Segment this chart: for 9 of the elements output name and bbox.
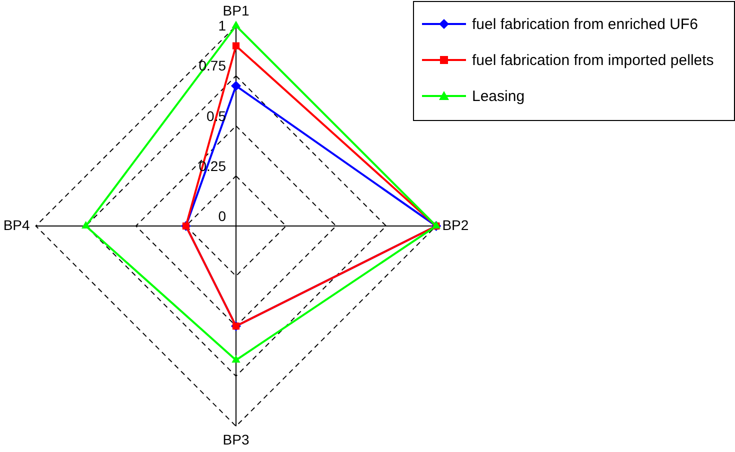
legend-label: fuel fabrication from enriched UF6 [472, 16, 698, 32]
spoke-label: BP1 [222, 2, 250, 18]
legend-label: fuel fabrication from imported pellets [472, 52, 714, 68]
spoke-label: BP2 [442, 216, 469, 233]
legend-label: Leasing [472, 88, 525, 104]
spoke-label: BP4 [3, 216, 30, 233]
y-tick-label: 0 [218, 208, 226, 224]
y-tick-label: 1 [218, 18, 226, 34]
spoke-label: BP3 [222, 431, 250, 448]
